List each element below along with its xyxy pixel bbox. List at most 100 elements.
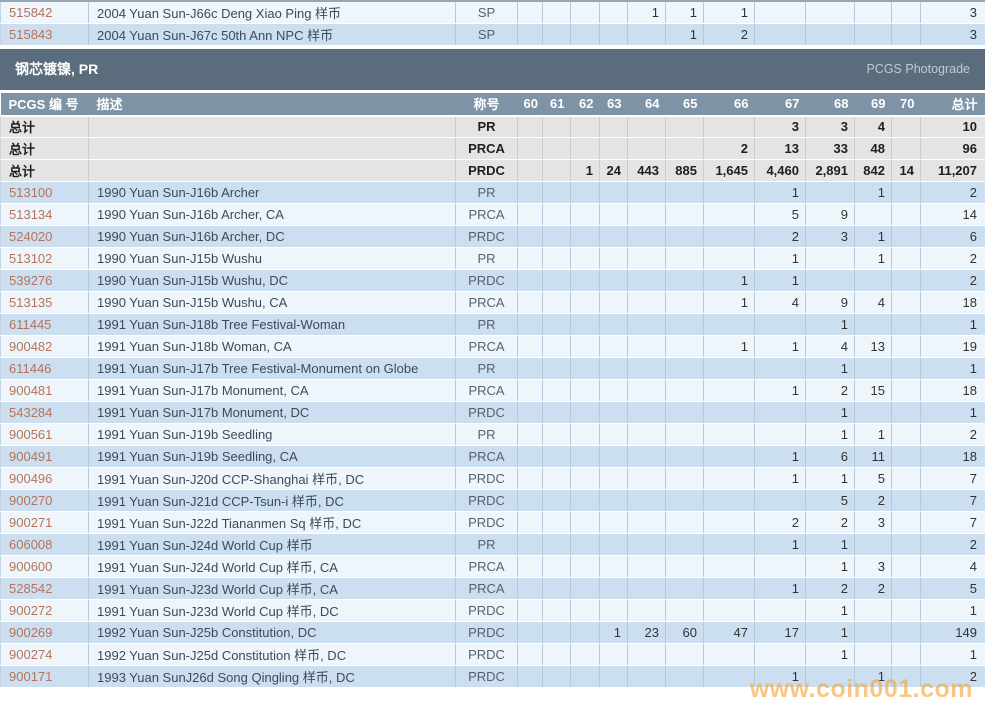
coin-id-link[interactable]: 900561 [9,427,53,442]
grade-60-count [517,247,543,270]
grade-69-count: 1 [854,423,892,446]
grade-70-count [891,665,921,688]
grade-67-count: 1 [754,181,806,204]
grade-61-count [542,489,571,512]
coin-id-link[interactable]: 900269 [9,625,53,640]
grade-65-count [665,533,704,556]
grade-67-count [754,1,806,24]
coin-id-link[interactable]: 513134 [9,207,53,222]
coin-id-link[interactable]: 900271 [9,515,53,530]
grade-63-count: 1 [599,621,628,644]
grade-64-count [627,577,666,600]
grade-66-count: 1 [703,291,755,314]
designation-value: PR [455,181,518,204]
grade-63-count: 24 [599,159,628,182]
grade-64-count [627,401,666,424]
column-header-grade-67: 67 [754,92,806,117]
coin-id-link[interactable]: 524020 [9,229,53,244]
grade-60-count [517,533,543,556]
coin-id-link[interactable]: 513135 [9,295,53,310]
coin-id-cell: 900482 [0,335,89,358]
coin-id-link[interactable]: 900496 [9,471,53,486]
grade-70-count: 14 [891,159,921,182]
coin-id-link[interactable]: 900274 [9,647,53,662]
coin-id-link[interactable]: 515842 [9,4,53,20]
grade-61-count [542,181,571,204]
coin-id-link[interactable]: 543284 [9,405,53,420]
coin-id-link[interactable]: 513100 [9,185,53,200]
grade-62-count [570,511,600,534]
coin-id-link[interactable]: 539276 [9,273,53,288]
column-header-grade-69: 69 [854,92,892,117]
grade-65-count [665,467,704,490]
coin-id-cell: 524020 [0,225,89,248]
coin-id-cell: 900272 [0,599,89,622]
grade-70-count [891,511,921,534]
grade-70-count [891,247,921,270]
grade-61-count [542,137,571,160]
totals-label: 总计 [0,159,89,182]
grade-62-count [570,357,600,380]
grade-63-count [599,1,628,24]
grade-64-count [627,357,666,380]
coin-id-link[interactable]: 611445 [9,317,52,332]
grade-69-count: 4 [854,291,892,314]
grade-61-count [542,203,571,226]
row-total: 2 [920,665,985,688]
coin-id-link[interactable]: 900482 [9,339,53,354]
grade-66-count: 1 [703,269,755,292]
coin-id-link[interactable]: 900600 [9,559,53,574]
grade-62-count [570,313,600,336]
grade-60-count [517,445,543,468]
coin-id-link[interactable]: 900272 [9,603,53,618]
coin-description: 1990 Yuan Sun-J16b Archer, CA [88,203,456,226]
grade-62-count [570,115,600,138]
table-row: 513135 1990 Yuan Sun-J15b Wushu, CA PRCA 1 4… [0,291,985,314]
coin-description: 1991 Yuan Sun-J24d World Cup 样币 [88,533,456,556]
grade-65-count [665,511,704,534]
coin-id-link[interactable]: 900171 [9,669,53,684]
grade-64-count [627,533,666,556]
grade-63-count [599,247,628,270]
column-header-grade-64: 64 [627,92,666,117]
designation-value: PRCA [455,379,518,402]
grade-69-count: 1 [854,225,892,248]
coin-id-link[interactable]: 900270 [9,493,53,508]
grade-68-count [805,1,855,24]
grade-63-count [599,577,628,600]
grade-62-count [570,555,600,578]
grade-63-count [599,313,628,336]
grade-68-count: 1 [805,533,855,556]
grade-66-count [703,379,755,402]
row-total: 2 [920,423,985,446]
grade-67-count [754,489,806,512]
grade-67-count [754,423,806,446]
coin-id-link[interactable]: 611446 [9,361,52,376]
grade-67-count [754,357,806,380]
designation-value: PR [455,357,518,380]
grade-65-count [665,555,704,578]
grade-61-count [542,401,571,424]
row-total: 10 [920,115,985,138]
grade-60-count [517,269,543,292]
table-row: 543284 1991 Yuan Sun-J17b Monument, DC PRD… [0,401,985,424]
coin-description: 1990 Yuan Sun-J16b Archer, DC [88,225,456,248]
designation-value: SP [455,23,518,46]
grade-66-count [703,511,755,534]
grade-65-count [665,577,704,600]
coin-id-link[interactable]: 900491 [9,449,53,464]
coin-id-link[interactable]: 900481 [9,383,53,398]
coin-id-link[interactable]: 528542 [9,581,53,596]
coin-description: 1992 Yuan Sun-J25b Constitution, DC [88,621,456,644]
coin-id-link[interactable]: 606008 [9,537,53,552]
grade-61-count [542,467,571,490]
coin-id-cell: 900269 [0,621,89,644]
coin-id-link[interactable]: 515843 [9,26,53,42]
grade-64-count [627,335,666,358]
pcgs-photograde-link[interactable]: PCGS Photograde [866,62,970,76]
coin-id-link[interactable]: 513102 [9,251,53,266]
coin-id-cell: 900561 [0,423,89,446]
grade-68-count: 2 [805,511,855,534]
section-header-bar: 钢芯镀镍, PR PCGS Photograde [0,48,985,90]
